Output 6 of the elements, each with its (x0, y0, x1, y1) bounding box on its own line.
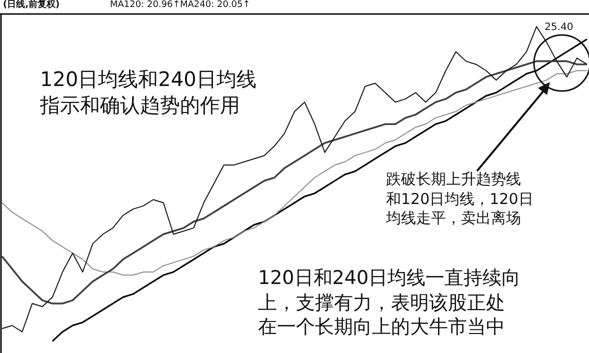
annotation: 120日均线和240日均线指示和确认趋势的作用 (40, 66, 256, 118)
text: MA120: 20.96↑ (110, 0, 180, 12)
text: MA240: 20.05↑ (180, 0, 250, 12)
annotation: 跌破长期上升趋势线和120日均线，120日均线走平，卖出离场 (386, 170, 534, 228)
annotation: 25.40 (544, 20, 574, 34)
annotation: 120日和240日均线一直持续向上，支撑有力，表明该股正处在一个长期向上的大牛市当中 (258, 266, 521, 340)
